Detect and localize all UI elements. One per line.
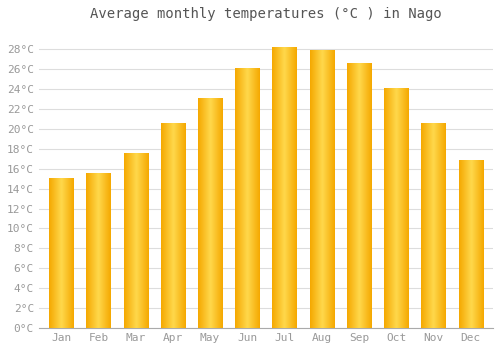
Title: Average monthly temperatures (°C ) in Nago: Average monthly temperatures (°C ) in Na…: [90, 7, 442, 21]
